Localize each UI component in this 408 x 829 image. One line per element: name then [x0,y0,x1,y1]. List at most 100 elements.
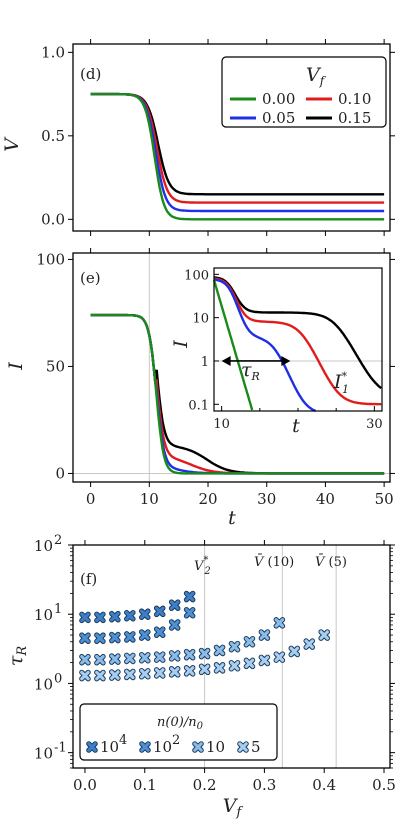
panel-f-point-2-4 [138,651,151,664]
panel-e-line-0.00 [90,313,385,475]
panel-f-point-3-2-fill [110,670,120,680]
panel-d-line-0.00 [90,92,385,221]
panel-f-point-1-0-fill [80,633,90,644]
panel-f-point-2-10 [228,640,241,653]
panel-f-point-1-1-fill [95,633,105,644]
panel-f-point-2-6 [168,650,181,662]
panel-e-ylabel: I [5,362,27,371]
legend-text-000: 0.00 [262,90,295,108]
panel-f-point-2-11 [243,635,256,648]
vline-label-vbar10: V̄ (10) [254,554,294,570]
panel-f-point-3-9-fill [214,663,225,673]
panel-f-point-2-13-fill [274,618,285,628]
inset-ytick-label: 10 [192,312,209,327]
panel-e-xtick-label: 20 [198,490,217,508]
panel-f-legend: n(0)/n0 10 4 10 2 10 5 [79,703,278,761]
legend-marker-0-fill [87,742,97,752]
panel-f-point-3-8-fill [199,664,210,675]
panel-f-point-1-3 [124,631,136,643]
panel-f-point-2-2 [109,653,121,665]
panel-f-point-3-0 [79,669,91,682]
panel-f-point-3-10 [228,659,241,672]
panel-e-ytick-label: 50 [46,357,65,375]
panel-f-point-3-1-fill [95,670,105,681]
panel-e-xlabel: t [228,507,236,529]
inset-xtick-label: 30 [366,417,383,432]
legend-entry-000: 0.00 [230,90,295,108]
panel-f-point-0-3-fill [125,610,135,621]
panel-f-point-3-16 [318,629,331,641]
panel-f-point-2-12 [258,629,271,641]
panel-e-label: (e) [80,269,101,287]
panel-f-point-3-7-fill [184,666,195,676]
legend-text-005: 0.05 [262,109,295,127]
panel-f-point-3-4-fill [139,668,150,679]
panel-f-point-1-4-fill [139,630,150,640]
panel-f-point-3-0-fill [80,670,90,681]
panel-f-point-3-14 [288,645,301,658]
panel-f-point-3-13-fill [274,652,285,662]
panel-d-ytick-label: 1.0 [41,43,65,61]
legend-text-3: 5 [251,738,261,756]
panel-e-xtick-label: 30 [257,490,276,508]
inset-threshold-label: I* 1 [333,370,349,396]
panel-f-point-2-0 [79,653,91,666]
panel-f-point-0-0 [79,611,91,624]
panel-f-ytick-label: 10 [34,675,53,693]
panel-f-point-3-4 [138,667,151,680]
panel-f-point-0-3 [124,609,136,622]
panel-f-xtick-label: 0.3 [252,776,276,794]
inset-line-0.05 [213,278,317,413]
panel-e-ytick-label: 0 [55,464,65,482]
inset-line-0.00 [212,279,254,411]
panel-f-point-3-12 [258,654,271,667]
legend-marker-3-fill [238,742,248,752]
panel-f-point-2-7-fill [184,649,195,660]
panel-d: 0.0 0.5 1.0 (d) V Vf 0.00 0.10 0.05 0.15 [1,39,395,236]
panel-d-ytick-label: 0.5 [41,127,65,145]
legend-marker-1 [139,741,151,753]
panel-f-point-3-3-fill [125,669,135,680]
panel-f-point-3-13 [273,651,286,663]
vline-label-v2star: V* 2 [194,555,211,577]
legend-title-n0: n(0)/n0 [157,715,204,732]
inset-arrow-head-left [221,355,231,366]
legend-text-2: 10 [206,738,225,756]
panel-e-xtick-label: 10 [140,490,159,508]
panel-f-point-1-2 [109,631,121,644]
panel-f-point-3-3 [124,668,136,681]
legend-marker-2-fill [193,742,203,752]
panel-f-point-1-3-fill [125,632,135,642]
panel-f-point-0-0-fill [80,612,90,623]
panel-f-ytick-exponent: 1 [54,602,62,617]
panel-f-point-1-1 [94,632,106,645]
panel-f-point-2-4-fill [139,652,150,663]
panel-f-point-2-7 [183,648,196,661]
panel-f-point-2-1-fill [95,654,105,665]
panel-f-xtick-label: 0.1 [133,776,157,794]
panel-f-point-3-8 [198,663,211,676]
panel-f-point-2-13 [273,617,286,629]
panel-e-ytick-label: 100 [36,250,65,268]
panel-f-point-1-5-fill [154,627,165,637]
panel-f-label: (f) [80,570,97,588]
panel-d-ytick-label: 0.0 [41,210,65,228]
panel-f-point-1-7 [183,606,196,619]
panel-f-point-2-3-fill [125,653,135,664]
inset-line-0.10 [213,277,382,406]
inset-arrow-head-right [281,355,291,366]
panel-f-point-2-9 [213,644,226,657]
panel-e-xtick-label: 40 [316,490,335,508]
panel-f-point-0-6-fill [169,600,180,610]
panel-f-point-2-1 [94,653,106,666]
panel-f-point-0-1 [94,611,106,624]
panel-f-point-2-9-fill [214,645,225,656]
inset-xlabel: t [292,415,300,437]
panel-d-legend: Vf 0.00 0.10 0.05 0.15 [221,56,387,128]
panel-f-point-3-6 [168,666,181,678]
panel-f-point-2-6-fill [169,651,180,661]
